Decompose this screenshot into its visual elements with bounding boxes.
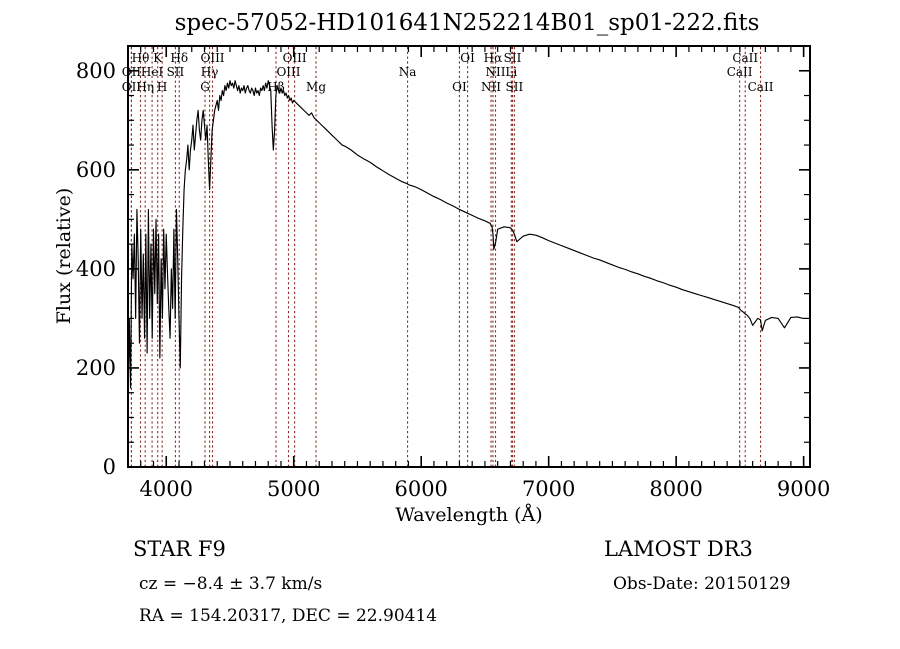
y-axis-tick-labels: 0 200 400 600 800 xyxy=(76,59,116,479)
line-label-OII-3727: OII xyxy=(122,65,142,79)
line-label-K-3933: K xyxy=(153,51,163,65)
line-label-OIII-5007: OIII xyxy=(283,51,307,65)
y-axis-label: Flux (relative) xyxy=(53,188,75,325)
line-label-H-4861: Hβ xyxy=(267,80,284,94)
line-label-H-4340: Hγ xyxy=(201,65,219,79)
line-label-SII-4072: SII xyxy=(167,65,185,79)
survey-text: LAMOST DR3 xyxy=(604,537,753,561)
line-label-NII-6583: NII xyxy=(486,65,506,79)
line-label-HeI-3889: HeI xyxy=(141,65,164,79)
x-tick-label-8000: 8000 xyxy=(649,477,702,501)
x-tick-label-7000: 7000 xyxy=(522,477,575,501)
redshift-text: cz = −8.4 ± 3.7 km/s xyxy=(139,574,322,594)
line-label-H-6563: Hα xyxy=(484,51,503,65)
x-tick-label-5000: 5000 xyxy=(267,477,320,501)
y-tick-label-0: 0 xyxy=(103,455,116,479)
line-label-H-3835: Hη xyxy=(136,80,154,94)
line-label-NII-6548: NII xyxy=(481,80,501,94)
y-tick-label-600: 600 xyxy=(76,158,116,182)
x-tick-label-9000: 9000 xyxy=(777,477,830,501)
line-label-OI-6364: OI xyxy=(460,51,475,65)
line-label-H-3968: H xyxy=(157,80,167,94)
line-label-SII-6716: SII xyxy=(504,51,522,65)
obs-date-text: Obs-Date: 20150129 xyxy=(613,574,791,594)
x-tick-label-4000: 4000 xyxy=(140,477,193,501)
coordinates-text: RA = 154.20317, DEC = 22.90414 xyxy=(139,606,437,626)
line-label-OIII-4959: OIII xyxy=(276,65,300,79)
line-label-CaII-8498: CaII xyxy=(727,65,753,79)
spectrum-trace xyxy=(127,80,806,409)
line-label-SII-6731: SII xyxy=(506,80,524,94)
figure-title: spec-57052-HD101641N252214B01_sp01-222.f… xyxy=(175,10,760,36)
object-class-text: STAR F9 xyxy=(133,537,226,561)
line-label-Mg-5175: Mg xyxy=(306,80,326,94)
x-tick-label-6000: 6000 xyxy=(394,477,447,501)
x-axis-label: Wavelength (Å) xyxy=(395,504,542,526)
line-label-CaII-8542: CaII xyxy=(732,51,758,65)
x-axis-tick-labels: 4000 5000 6000 7000 8000 9000 xyxy=(140,477,831,501)
y-tick-label-200: 200 xyxy=(76,356,116,380)
y-tick-label-800: 800 xyxy=(76,59,116,83)
spectral-line-labels: OIIOIIHθHηHeIKHSIIHδGHγOIIIHβOIIIOIIIMgN… xyxy=(122,51,774,94)
line-label-H-4102: Hδ xyxy=(170,51,188,65)
line-label-OII-3727: OII xyxy=(122,80,142,94)
line-label-Li-6707: Li xyxy=(505,65,517,79)
line-label-OIII-4363: OIII xyxy=(200,51,224,65)
line-label-Na-5893: Na xyxy=(399,65,417,79)
line-label-CaII-8662: CaII xyxy=(748,80,774,94)
plot-frame xyxy=(127,45,811,468)
y-tick-label-400: 400 xyxy=(76,257,116,281)
line-label-H-3798: Hθ xyxy=(132,51,150,65)
line-label-OI-6300: OI xyxy=(452,80,467,94)
line-label-G-4304: G xyxy=(200,80,210,94)
